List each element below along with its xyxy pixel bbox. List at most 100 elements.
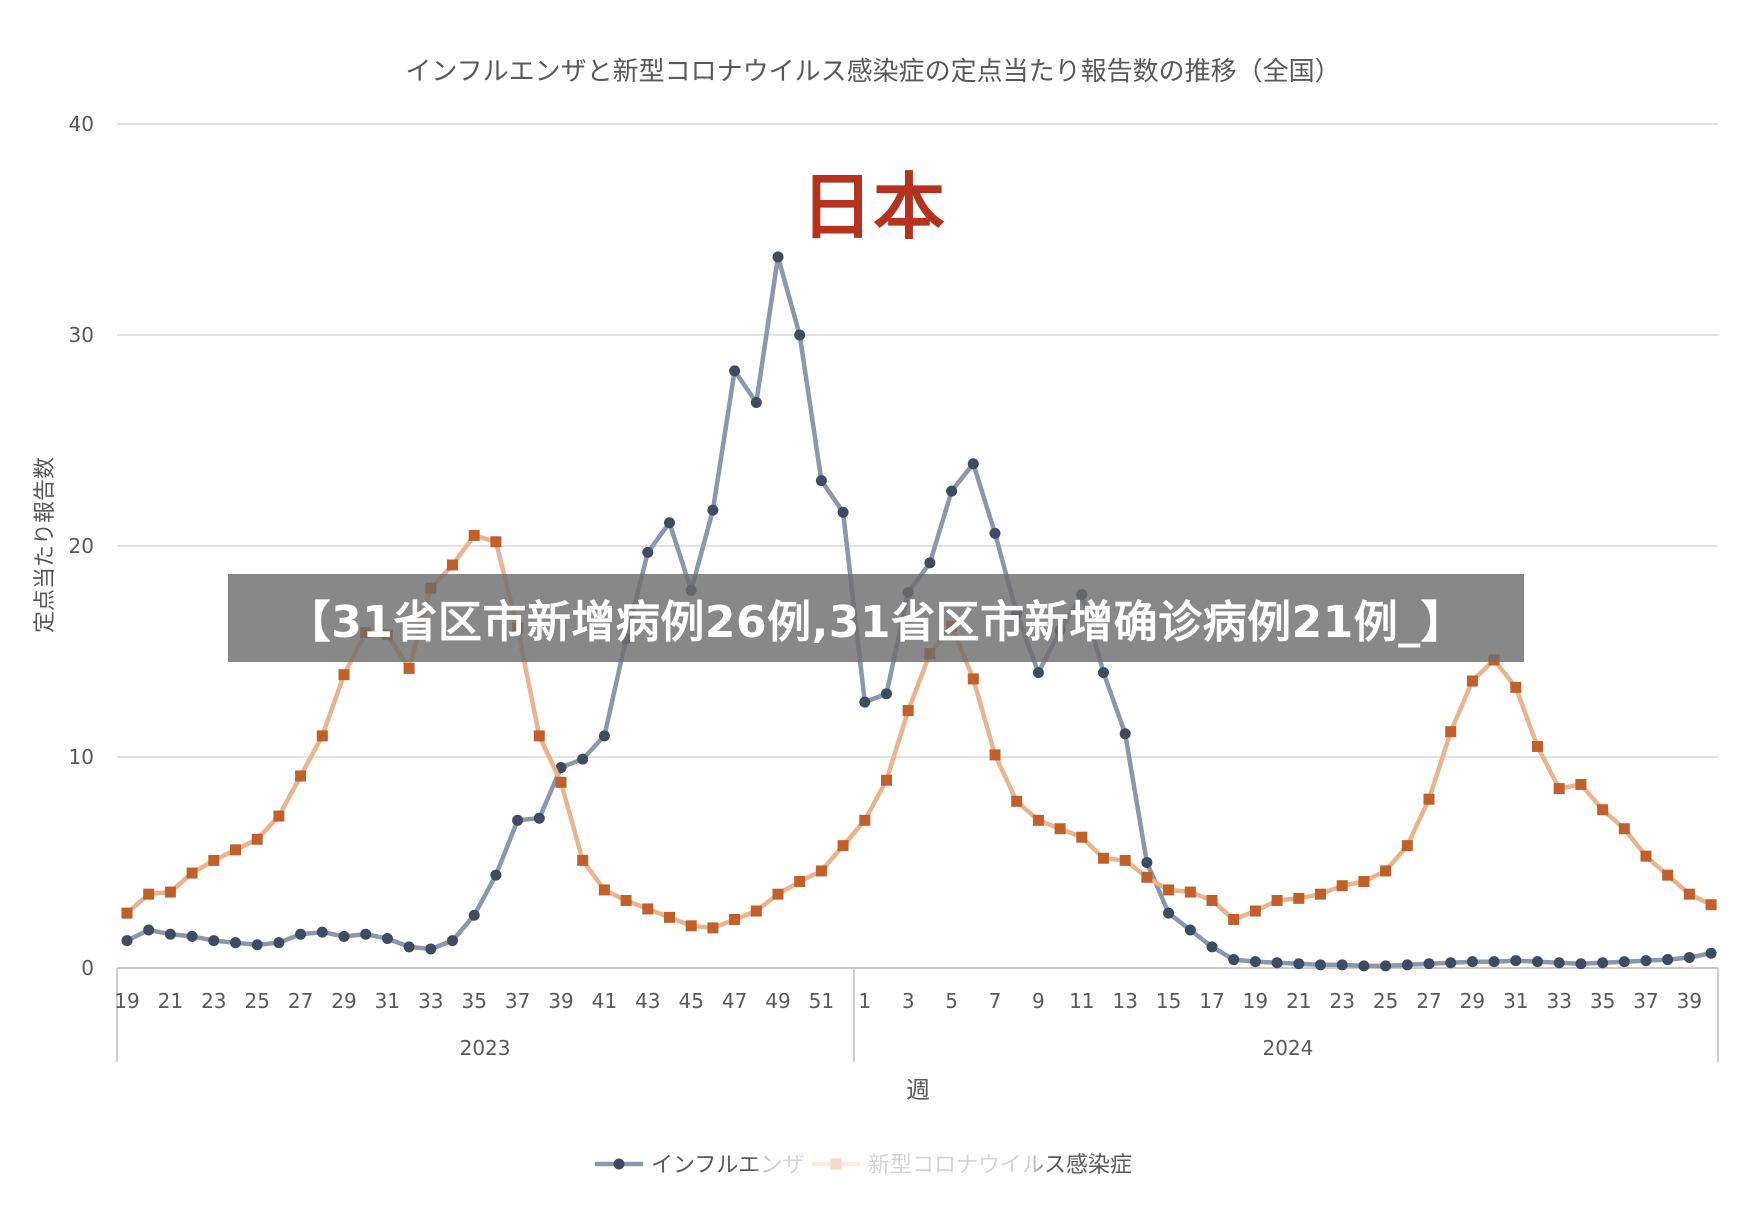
data-point (1553, 783, 1565, 795)
x-tick-label: 41 (592, 989, 617, 1013)
year-label: 2024 (1262, 1036, 1313, 1060)
data-point (1249, 905, 1261, 917)
x-tick-label: 35 (1590, 989, 1615, 1013)
data-point (1098, 667, 1109, 679)
y-axis-label: 定点当たり報告数 (33, 457, 58, 633)
data-point (447, 559, 458, 571)
x-tick-label: 19 (114, 989, 139, 1013)
x-tick-label: 11 (1069, 989, 1094, 1013)
y-tick-label: 30 (69, 323, 94, 347)
data-point (989, 749, 1001, 761)
x-tick-label: 25 (1373, 989, 1398, 1013)
data-point (316, 926, 328, 938)
y-tick-labels: 0 10 20 30 40 (69, 112, 94, 980)
data-point (1618, 956, 1630, 968)
data-point (1315, 888, 1326, 900)
year-group-labels: 2023 2024 (460, 1036, 1314, 1060)
data-point (664, 911, 675, 923)
data-point (772, 251, 784, 263)
data-point (208, 854, 220, 866)
data-point (360, 928, 372, 940)
data-point (772, 888, 784, 900)
x-tick-label: 9 (1032, 989, 1045, 1013)
legend-blur (760, 1140, 1040, 1190)
data-point (1293, 958, 1305, 970)
data-point (1488, 956, 1500, 968)
data-point (316, 730, 328, 742)
data-point (1683, 888, 1695, 900)
y-tick-label: 40 (69, 112, 94, 136)
data-point (164, 886, 176, 898)
x-tick-label: 31 (375, 989, 400, 1013)
x-tick-label: 39 (1677, 989, 1702, 1013)
data-point (1098, 852, 1109, 864)
x-tick-label: 25 (244, 989, 269, 1013)
x-tick-label: 31 (1503, 989, 1528, 1013)
x-tick-label: 13 (1112, 989, 1137, 1013)
x-tick-label: 27 (288, 989, 313, 1013)
data-point (468, 529, 480, 541)
data-point (881, 688, 892, 700)
x-tick-label: 29 (1460, 989, 1485, 1013)
data-point (664, 517, 675, 529)
data-point (1141, 871, 1153, 883)
data-point (859, 696, 871, 708)
data-point (555, 776, 567, 788)
data-point (794, 875, 806, 887)
x-tick-label: 29 (331, 989, 356, 1013)
data-point (750, 397, 762, 409)
y-tick-label: 20 (69, 534, 94, 558)
data-point (1032, 814, 1044, 826)
data-point (1011, 795, 1023, 807)
data-point (381, 932, 393, 944)
data-point (598, 884, 610, 896)
data-point (1575, 778, 1587, 790)
data-point (1640, 955, 1652, 967)
data-point (598, 730, 610, 742)
data-point (273, 937, 285, 949)
data-point (837, 506, 849, 518)
y-tick-label: 0 (81, 956, 94, 980)
data-point (1206, 941, 1218, 953)
x-tick-label: 27 (1416, 989, 1441, 1013)
x-tick-label: 37 (505, 989, 530, 1013)
data-point (577, 753, 589, 765)
data-point (230, 937, 241, 949)
data-point (1380, 865, 1392, 877)
banner-text: 【31省区市新增病例26例,31省区市新增确诊病例21例_】 (286, 597, 1466, 648)
data-point (902, 705, 914, 717)
x-tick-label: 19 (1243, 989, 1268, 1013)
data-point (533, 812, 545, 824)
data-point (1163, 907, 1175, 919)
data-point (815, 475, 827, 487)
data-point (1336, 959, 1348, 971)
x-tick-label: 45 (678, 989, 703, 1013)
data-point (1401, 959, 1413, 971)
data-point (1553, 957, 1565, 969)
data-point (230, 844, 241, 856)
data-point (208, 935, 220, 947)
x-tick-label: 5 (945, 989, 958, 1013)
x-tick-label: 37 (1633, 989, 1658, 1013)
data-point (1532, 956, 1543, 968)
data-point (121, 907, 133, 919)
x-tick-label: 35 (461, 989, 486, 1013)
data-point (1510, 681, 1522, 693)
data-point (1597, 957, 1609, 969)
data-point (1032, 667, 1044, 679)
data-point (1228, 913, 1240, 925)
data-point (251, 939, 263, 951)
data-point (729, 913, 741, 925)
data-point (967, 458, 979, 470)
data-point (967, 673, 979, 685)
data-point (1705, 947, 1717, 959)
data-point (750, 905, 762, 917)
data-point (403, 941, 415, 953)
data-point (490, 536, 502, 548)
data-point (1423, 793, 1435, 805)
x-tick-label: 3 (902, 989, 915, 1013)
data-point (1466, 675, 1478, 687)
data-point (881, 774, 892, 786)
x-tick-label: 21 (158, 989, 183, 1013)
data-point (186, 867, 198, 879)
